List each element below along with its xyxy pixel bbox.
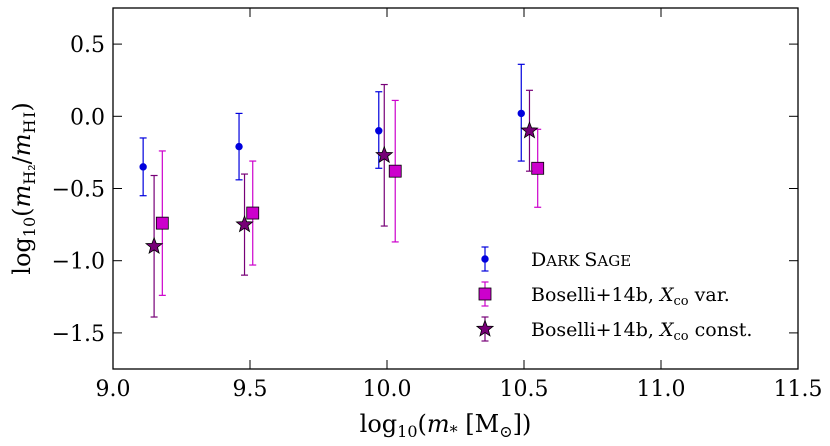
x-tick-label: 11.0 [637, 377, 686, 402]
data-point [375, 127, 383, 135]
legend-item-1: Boselli+14b, Xco var. [478, 281, 730, 309]
legend: DARK SAGE Boselli+14b, Xco var. Boselli+14… [475, 246, 752, 344]
plot-frame [112, 7, 799, 370]
data-point [246, 206, 260, 220]
y-tick-label: 0.0 [70, 105, 105, 130]
x-axis-label: log10(m* [M⊙]) [360, 410, 532, 441]
data-point [235, 142, 243, 151]
x-tick-label: 10.0 [363, 377, 412, 402]
legend-item-0: DARK SAGE [481, 246, 631, 272]
series-2 [144, 83, 539, 318]
x-tick-label: 11.5 [774, 377, 823, 402]
y-tick-label: 0.5 [70, 33, 105, 58]
legend-marker [478, 287, 492, 301]
data-point [531, 161, 545, 175]
data-point [517, 109, 525, 118]
data-point [520, 121, 539, 139]
legend-item-2: Boselli+14b, Xco const. [475, 316, 752, 344]
legend-label: Boselli+14b, Xco var. [531, 284, 730, 309]
legend-label: DARK SAGE [531, 249, 631, 271]
data-point [139, 163, 147, 171]
legend-marker [475, 319, 495, 337]
legend-marker [481, 255, 489, 263]
series-1 [155, 99, 545, 296]
data-point [375, 145, 394, 164]
y-tick-label: −1.0 [52, 250, 105, 275]
series-0 [139, 63, 525, 197]
y-tick-label: −0.5 [52, 178, 105, 203]
data-point [388, 164, 402, 178]
data-point [235, 214, 254, 233]
y-axis-label: log10(mH₂/mH I) [8, 102, 39, 274]
x-tick-label: 9.5 [233, 377, 268, 402]
legend-label: Boselli+14b, Xco const. [531, 319, 752, 344]
x-tick-label: 10.5 [500, 377, 549, 402]
data-point [155, 216, 169, 230]
data-point [144, 236, 164, 255]
x-tick-label: 9.0 [96, 377, 131, 402]
y-tick-label: −1.5 [52, 322, 105, 347]
